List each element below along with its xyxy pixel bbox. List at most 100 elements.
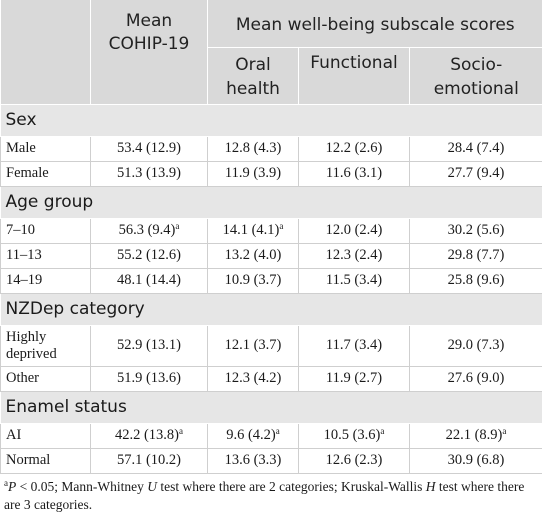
row-label: 7–10: [0, 218, 91, 244]
footnote-text-1: < 0.05; Mann-Whitney: [16, 479, 148, 494]
footnote-p: P: [8, 479, 17, 494]
header-subscale-group: Mean well-being subscale scores: [207, 0, 542, 48]
cell-oral: 13.2 (4.0): [207, 243, 299, 269]
table-row: 11–13 55.2 (12.6) 13.2 (4.0) 12.3 (2.4) 29.8…: [0, 243, 542, 269]
cell-socio: 30.2 (5.6): [409, 218, 542, 244]
cell-functional-value: 11.9 (2.7): [325, 370, 383, 386]
significance-marker: a: [380, 426, 385, 436]
table-row: 14–19 48.1 (14.4) 10.9 (3.7) 11.5 (3.4) 25.8…: [0, 268, 542, 294]
section-title: NZDep category: [0, 292, 542, 326]
footnote-text-2: test where there are 2 categories; Krusk…: [156, 479, 426, 494]
cell-functional-value: 10.5 (3.6): [323, 427, 381, 443]
cell-oral: 13.6 (3.3): [207, 448, 299, 474]
cell-oral: 14.1 (4.1)a: [207, 218, 299, 244]
cell-functional-value: 12.2 (2.6): [325, 140, 383, 156]
cell-functional-value: 12.6 (2.3): [325, 452, 383, 468]
header-socio-emotional: Socio-emotional: [433, 54, 519, 99]
cell-functional: 11.6 (3.1): [298, 161, 410, 187]
cell-socio-value: 28.4 (7.4): [447, 140, 505, 156]
cell-oral-value: 14.1 (4.1): [222, 222, 280, 238]
cell-cohip-value: 42.2 (13.8): [114, 427, 180, 443]
cell-oral-value: 13.6 (3.3): [224, 452, 282, 468]
cell-cohip: 42.2 (13.8)a: [90, 423, 208, 449]
cell-oral: 10.9 (3.7): [207, 268, 299, 294]
cell-cohip-value: 55.2 (12.6): [116, 247, 182, 263]
cell-functional-value: 11.6 (3.1): [325, 165, 383, 181]
cell-oral-value: 12.8 (4.3): [224, 140, 282, 156]
cell-socio-value: 27.6 (9.0): [447, 370, 505, 386]
cell-functional: 10.5 (3.6)a: [298, 423, 410, 449]
cell-socio: 27.7 (9.4): [409, 161, 542, 187]
row-label: Male: [0, 136, 91, 162]
cell-socio: 29.0 (7.3): [409, 325, 542, 367]
cell-cohip: 51.3 (13.9): [90, 161, 208, 187]
section-row: NZDep category: [0, 292, 542, 326]
row-label: Highly deprived: [0, 325, 91, 367]
well-being-table: Mean COHIP-19 Mean well-being subscale s…: [0, 0, 542, 474]
cell-oral: 9.6 (4.2)a: [207, 423, 299, 449]
cell-cohip: 57.1 (10.2): [90, 448, 208, 474]
cell-socio: 30.9 (6.8): [409, 448, 542, 474]
cell-oral: 11.9 (3.9): [207, 161, 299, 187]
cell-cohip: 51.9 (13.6): [90, 366, 208, 392]
cell-socio-value: 22.1 (8.9): [445, 427, 503, 443]
table-row: Other 51.9 (13.6) 12.3 (4.2) 11.9 (2.7) 27.6…: [0, 366, 542, 392]
cell-functional: 12.6 (2.3): [298, 448, 410, 474]
row-label: 14–19: [0, 268, 91, 294]
significance-marker: a: [275, 426, 280, 436]
cell-oral: 12.8 (4.3): [207, 136, 299, 162]
section-title: Enamel status: [0, 390, 542, 424]
section-row: Sex: [0, 103, 542, 137]
cell-cohip: 55.2 (12.6): [90, 243, 208, 269]
cell-socio: 22.1 (8.9)a: [409, 423, 542, 449]
header-blank: [0, 0, 91, 104]
cell-socio-value: 29.0 (7.3): [447, 337, 505, 353]
cell-functional: 12.2 (2.6): [298, 136, 410, 162]
significance-marker: a: [179, 426, 184, 436]
cell-cohip-value: 51.9 (13.6): [116, 370, 182, 386]
significance-marker: a: [502, 426, 507, 436]
table-row: 7–10 56.3 (9.4)a 14.1 (4.1)a 12.0 (2.4) 30.2…: [0, 218, 542, 244]
cell-socio-value: 25.8 (9.6): [447, 272, 505, 288]
significance-marker: a: [175, 221, 180, 231]
cell-cohip-value: 57.1 (10.2): [116, 452, 182, 468]
cell-cohip-value: 52.9 (13.1): [116, 337, 182, 353]
cell-cohip-value: 56.3 (9.4): [118, 222, 176, 238]
cell-socio-value: 27.7 (9.4): [447, 165, 505, 181]
table-row: AI 42.2 (13.8)a 9.6 (4.2)a 10.5 (3.6)a 22.1 …: [0, 423, 542, 449]
cell-cohip-value: 53.4 (12.9): [116, 140, 182, 156]
cell-oral-value: 9.6 (4.2): [226, 427, 276, 443]
cell-cohip: 48.1 (14.4): [90, 268, 208, 294]
table-row: Normal 57.1 (10.2) 13.6 (3.3) 12.6 (2.3) 30.…: [0, 448, 542, 474]
cell-functional: 11.7 (3.4): [298, 325, 410, 367]
header-functional: Functional: [298, 47, 410, 104]
footnote-u: U: [147, 479, 157, 494]
table-row: Highly deprived 52.9 (13.1) 12.1 (3.7) 11.7…: [0, 325, 542, 367]
section-title: Sex: [0, 103, 542, 137]
cell-functional-value: 11.7 (3.4): [325, 337, 383, 353]
cell-oral-value: 13.2 (4.0): [224, 247, 282, 263]
row-label: AI: [0, 423, 91, 449]
table-row: Female 51.3 (13.9) 11.9 (3.9) 11.6 (3.1) 27.…: [0, 161, 542, 187]
footnote-h: H: [425, 479, 436, 494]
footnote-marker: a: [4, 478, 8, 488]
table-body: Sex Male 53.4 (12.9) 12.8 (4.3) 12.2 (2.6) 28…: [0, 103, 542, 474]
header-mean-cohip: Mean COHIP-19: [90, 0, 208, 104]
significance-marker: a: [279, 221, 284, 231]
cell-oral-value: 12.1 (3.7): [224, 337, 282, 353]
header-oral-health: Oral health: [207, 47, 299, 104]
cell-oral-value: 11.9 (3.9): [224, 165, 282, 181]
footnote-text-3: test where there are 3 categories.: [4, 479, 525, 512]
cell-oral-value: 10.9 (3.7): [224, 272, 282, 288]
cell-functional-value: 12.0 (2.4): [325, 222, 383, 238]
cell-functional-value: 11.5 (3.4): [325, 272, 383, 288]
cell-functional: 12.0 (2.4): [298, 218, 410, 244]
cell-socio-value: 30.2 (5.6): [447, 222, 505, 238]
cell-cohip: 56.3 (9.4)a: [90, 218, 208, 244]
cell-functional-value: 12.3 (2.4): [325, 247, 383, 263]
cell-socio: 25.8 (9.6): [409, 268, 542, 294]
row-label: Normal: [0, 448, 91, 474]
table-footnote: aP < 0.05; Mann-Whitney U test where the…: [4, 478, 540, 514]
cell-oral: 12.3 (4.2): [207, 366, 299, 392]
cell-socio: 29.8 (7.7): [409, 243, 542, 269]
